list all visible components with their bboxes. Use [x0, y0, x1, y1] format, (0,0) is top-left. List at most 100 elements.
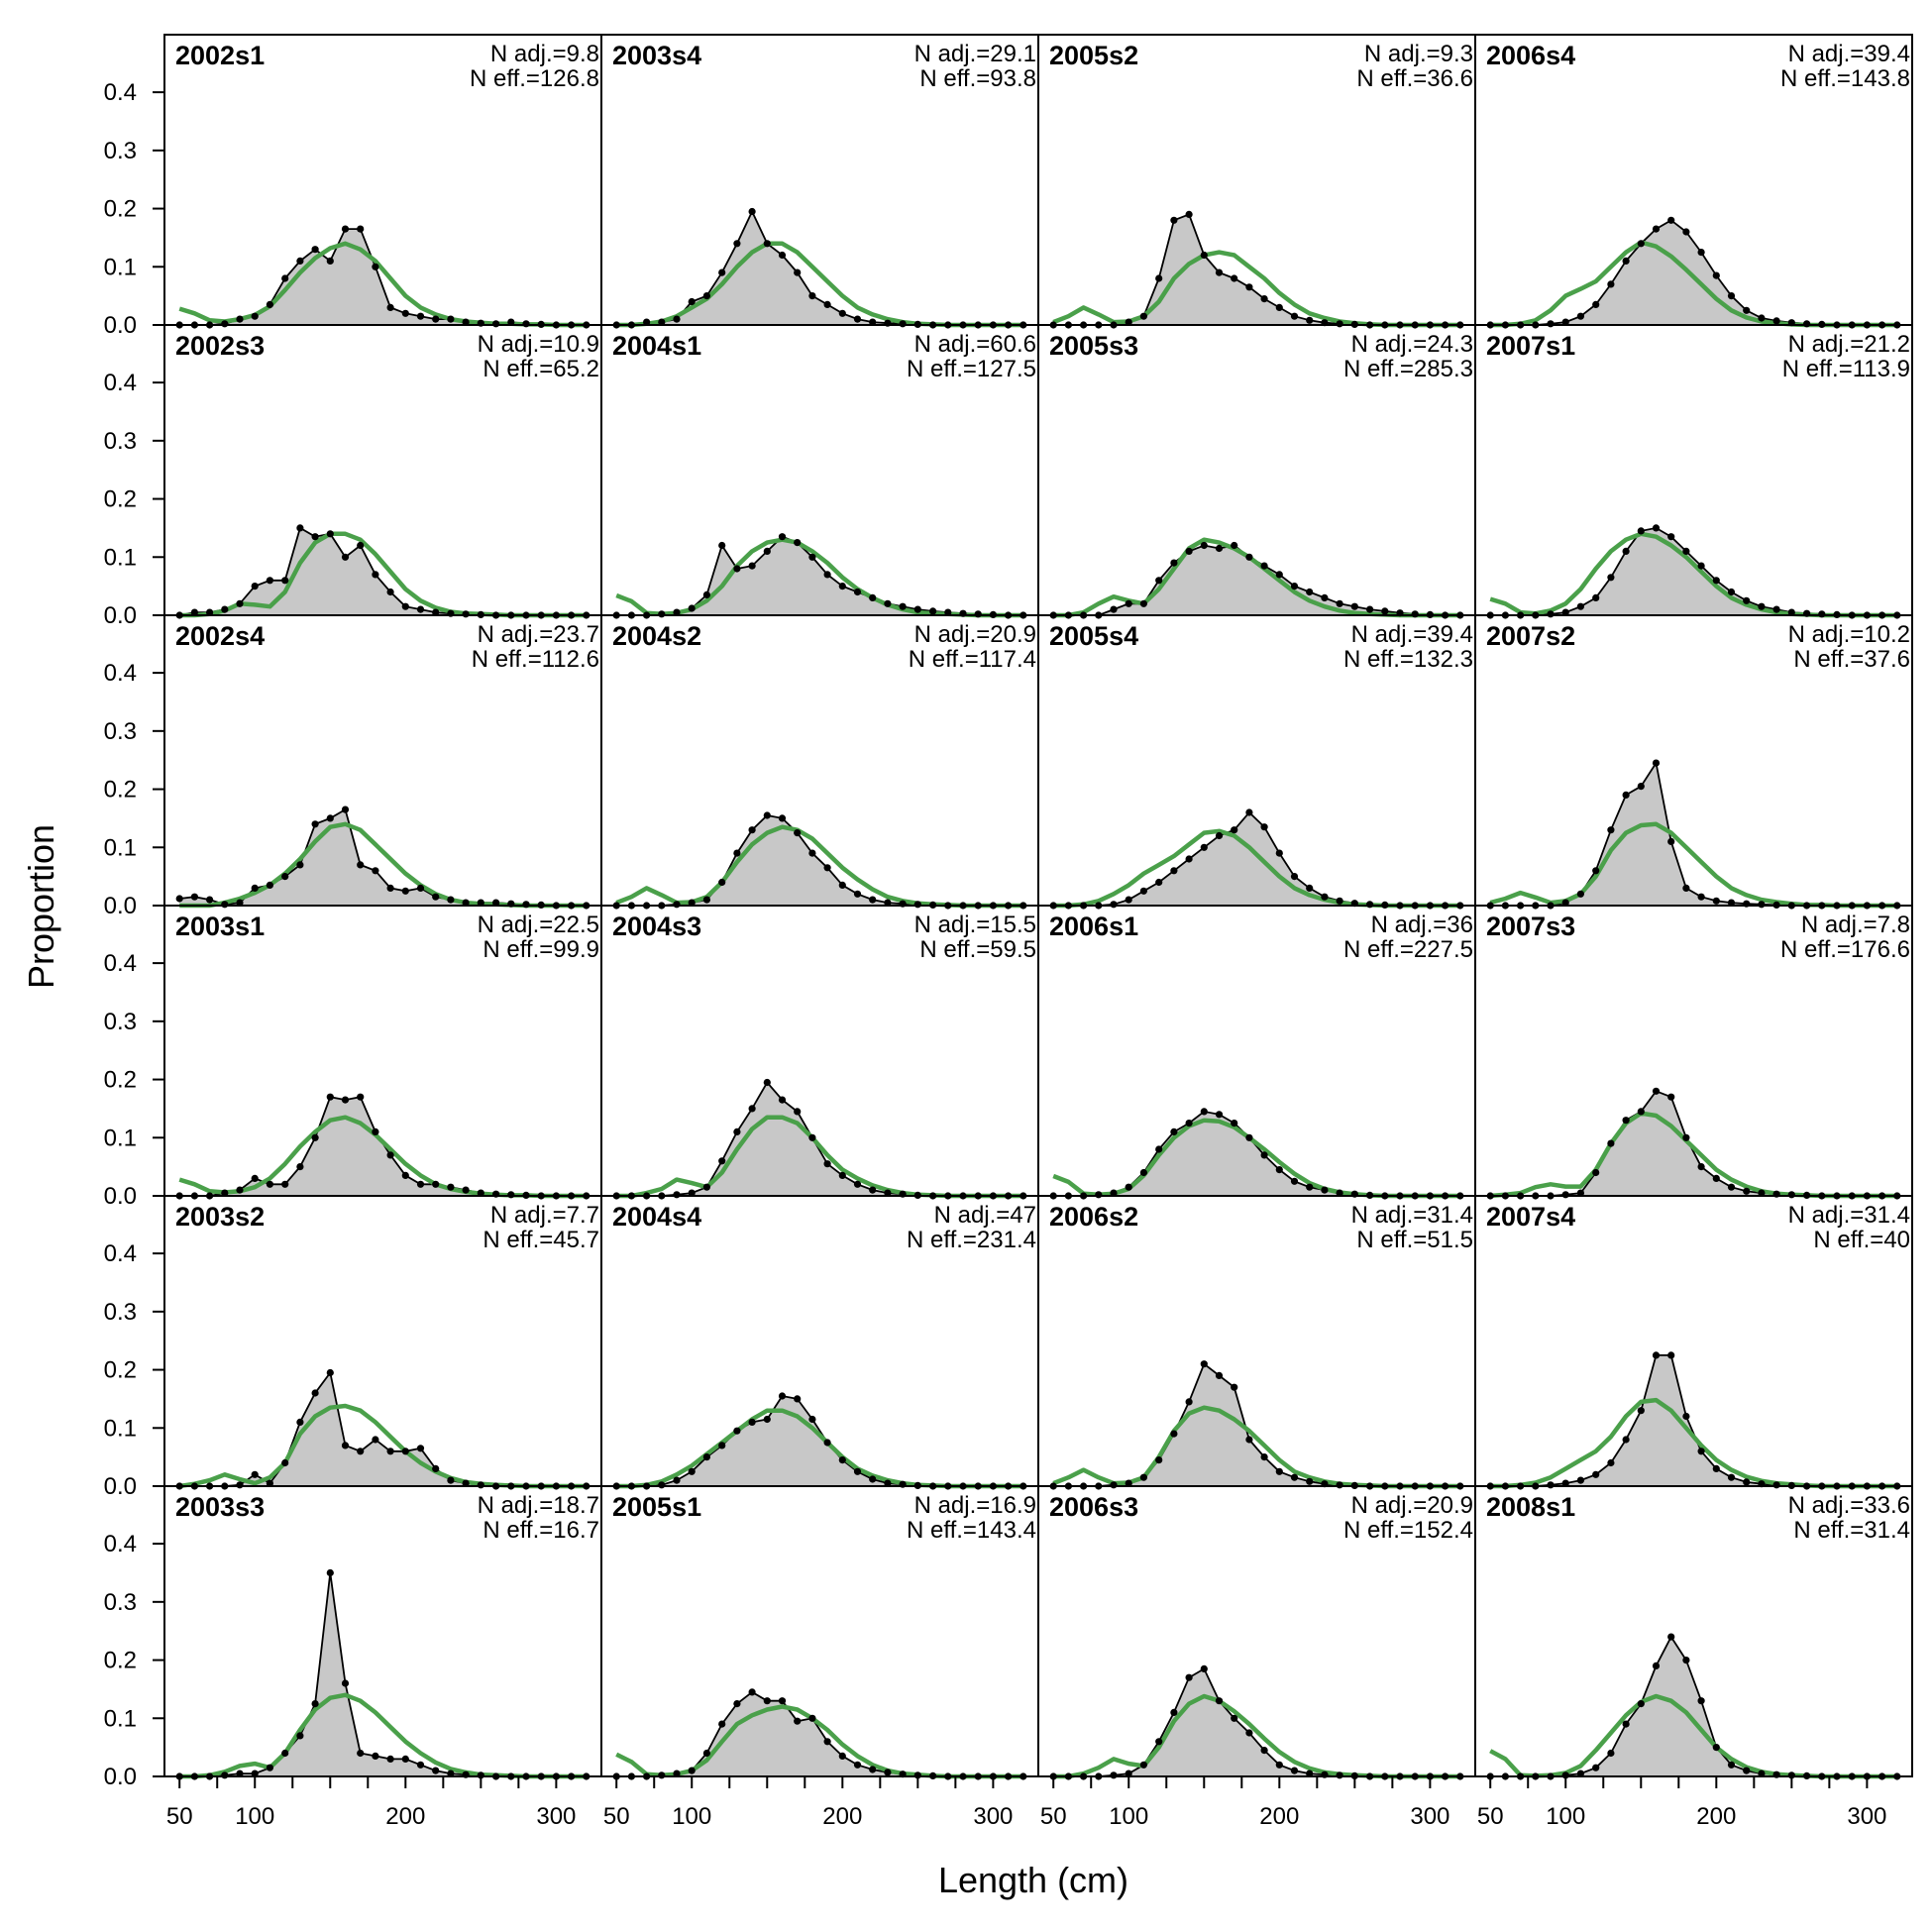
observed-area: [616, 211, 1023, 325]
panel-2008s1: 2008s1 N adj.=33.6N eff.=31.4: [1475, 1492, 1912, 1780]
observed-point: [416, 1445, 425, 1452]
observed-point: [1110, 1481, 1118, 1489]
observed-point: [853, 315, 862, 323]
panel-label: 2004s2: [612, 621, 701, 651]
y-tick-label: 0.4: [104, 79, 137, 106]
observed-point: [221, 1189, 229, 1197]
observed-point: [1576, 1189, 1584, 1197]
observed-point: [794, 1717, 802, 1725]
y-tick-label: 0.1: [104, 1125, 137, 1151]
observed-point: [357, 225, 365, 233]
observed-point: [733, 1427, 741, 1435]
observed-point: [733, 1700, 741, 1708]
y-tick-label: 0.1: [104, 834, 137, 861]
observed-point: [190, 893, 198, 901]
observed-point: [1772, 317, 1780, 325]
panel-label: 2007s2: [1486, 621, 1575, 651]
y-tick-label: 0.2: [104, 1648, 137, 1674]
observed-point: [778, 1392, 787, 1400]
observed-point: [357, 1093, 365, 1101]
observed-point: [823, 864, 831, 872]
observed-point: [1758, 1189, 1766, 1197]
observed-point: [236, 1481, 244, 1489]
observed-point: [1637, 1407, 1645, 1415]
observed-point: [1652, 1351, 1661, 1359]
observed-point: [1592, 1470, 1600, 1478]
observed-area: [1490, 763, 1897, 906]
observed-point: [372, 571, 379, 579]
x-tick-label: 50: [1477, 1803, 1504, 1830]
observed-point: [266, 1764, 273, 1771]
x-tick-label: 300: [536, 1803, 576, 1830]
n-adj-label: N adj.=7.7: [490, 1202, 599, 1229]
observed-point: [1215, 831, 1224, 840]
observed-point: [763, 1697, 771, 1705]
observed-point: [341, 1096, 350, 1104]
observed-point: [838, 583, 846, 590]
observed-area: [1490, 1637, 1897, 1776]
observed-area: [179, 1097, 587, 1196]
panel-label: 2007s3: [1486, 912, 1575, 941]
observed-point: [1758, 602, 1766, 610]
observed-point: [401, 887, 409, 895]
observed-point: [688, 297, 696, 306]
observed-point: [1607, 1458, 1615, 1467]
observed-area: [1490, 1091, 1897, 1196]
observed-point: [1743, 306, 1751, 314]
n-eff-label: N eff.=176.6: [1780, 936, 1910, 963]
observed-point: [372, 1436, 379, 1444]
observed-point: [1275, 1467, 1283, 1475]
observed-point: [1381, 607, 1389, 615]
observed-point: [718, 268, 726, 276]
observed-point: [266, 1479, 273, 1487]
observed-point: [1697, 893, 1705, 901]
n-eff-label: N eff.=143.8: [1780, 65, 1910, 92]
observed-point: [1275, 849, 1283, 857]
x-tick-label: 200: [385, 1803, 425, 1830]
observed-point: [447, 315, 455, 323]
observed-point: [251, 1174, 259, 1182]
observed-point: [823, 571, 831, 579]
panel-label: 2005s4: [1049, 621, 1138, 651]
panel-2007s2: 2007s2 N adj.=10.2N eff.=37.6: [1475, 621, 1912, 910]
observed-point: [1290, 583, 1299, 590]
observed-point: [838, 1171, 846, 1179]
observed-point: [718, 878, 726, 887]
y-tick-label: 0.4: [104, 950, 137, 977]
observed-point: [1366, 605, 1374, 613]
observed-point: [1306, 1183, 1314, 1191]
observed-point: [1712, 1174, 1720, 1182]
observed-point: [1139, 1473, 1147, 1481]
observed-point: [1321, 593, 1329, 602]
observed-point: [778, 1096, 787, 1104]
observed-area: [1053, 545, 1460, 615]
observed-point: [432, 1464, 440, 1472]
panel-2005s2: 2005s2 N adj.=9.3N eff.=36.6: [1038, 41, 1475, 329]
observed-point: [1245, 1436, 1253, 1444]
observed-point: [462, 318, 470, 326]
observed-point: [823, 1439, 831, 1447]
observed-point: [1576, 602, 1584, 610]
n-eff-label: N eff.=45.7: [483, 1227, 599, 1253]
observed-point: [281, 873, 289, 881]
x-tick-label: 50: [1040, 1803, 1067, 1830]
y-tick-label: 0.2: [104, 486, 137, 513]
observed-point: [1366, 901, 1374, 909]
panel-label: 2004s4: [612, 1202, 701, 1232]
y-axis-title: Proportion: [21, 824, 61, 989]
y-tick-label: 0.3: [104, 1009, 137, 1035]
y-tick-label: 0.2: [104, 777, 137, 804]
observed-area: [1053, 1363, 1460, 1486]
panel-label: 2008s1: [1486, 1492, 1575, 1522]
observed-point: [884, 599, 892, 607]
observed-point: [1712, 1464, 1720, 1472]
observed-point: [416, 605, 425, 613]
panel-label: 2006s1: [1049, 912, 1138, 941]
observed-point: [794, 268, 802, 276]
observed-point: [1682, 228, 1690, 236]
observed-point: [899, 602, 907, 610]
x-tick-label: 100: [672, 1803, 711, 1830]
observed-point: [1592, 593, 1600, 602]
y-tick-label: 0.2: [104, 196, 137, 223]
n-adj-label: N adj.=10.9: [478, 331, 599, 358]
